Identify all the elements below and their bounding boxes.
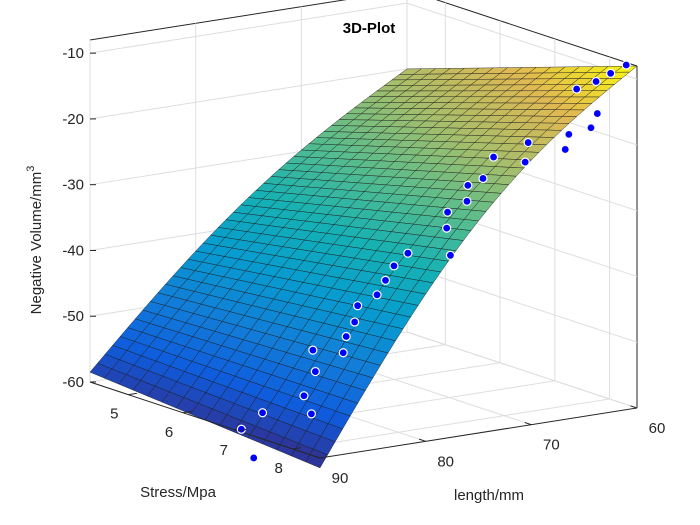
- axis-ticks: -10 -20 -30 -40 -50 -60 5 6 7 8 60 70 80 90: [62, 45, 665, 487]
- z-tick-label: -10: [62, 45, 84, 62]
- z-axis-label-main: Negative Volume/mm: [28, 172, 45, 315]
- z-tick-label: -60: [62, 374, 84, 391]
- scatter-point: [442, 223, 452, 233]
- scatter-point: [621, 60, 631, 70]
- scatter-point: [236, 424, 246, 434]
- scatter-point: [310, 366, 320, 377]
- scatter-point: [372, 290, 382, 300]
- scatter-point: [564, 129, 574, 139]
- x-tick-mark: [128, 392, 137, 396]
- z-tick-label: -50: [62, 308, 84, 325]
- z-tick-label: -30: [62, 177, 84, 194]
- x-tick-mark: [292, 447, 302, 450]
- scatter-point: [606, 68, 616, 78]
- x-tick-mark: [237, 429, 247, 432]
- scatter-point: [478, 173, 488, 184]
- y-tick-label: 90: [332, 470, 349, 487]
- y-tick-mark: [524, 422, 532, 426]
- scatter-point: [341, 331, 351, 342]
- scatter-point: [442, 207, 453, 217]
- scatter-point: [308, 345, 318, 355]
- scatter-point: [591, 76, 601, 87]
- y-tick-mark: [313, 455, 321, 459]
- scatter-point: [572, 84, 582, 94]
- scatter-point: [299, 391, 309, 401]
- scatter-point: [586, 123, 596, 133]
- y-tick-mark: [630, 405, 638, 409]
- scatter-point: [257, 408, 268, 418]
- scatter-point: [353, 301, 363, 311]
- scatter-point: [523, 137, 533, 148]
- scatter-point: [462, 196, 472, 206]
- x-axis-label: Stress/Mpa: [140, 484, 217, 501]
- scatter-point: [249, 453, 259, 463]
- scatter-point: [338, 348, 348, 358]
- scatter-point: [488, 152, 499, 162]
- z-axis-label-superscript: 3: [25, 166, 37, 172]
- z-tick-label: -20: [62, 111, 84, 128]
- chart-title: 3D-Plot: [343, 20, 396, 37]
- y-axis-label: length/mm: [454, 487, 524, 504]
- y-tick-label: 60: [649, 420, 666, 437]
- scatter-point: [560, 144, 570, 155]
- x-tick-label: 6: [165, 424, 173, 441]
- y-tick-mark: [418, 438, 426, 442]
- x-tick-label: 7: [220, 442, 228, 459]
- y-tick-label: 80: [437, 453, 454, 470]
- scatter-markers: [236, 60, 631, 463]
- y-tick-label: 70: [543, 437, 560, 454]
- scatter-point: [380, 275, 391, 285]
- x-tick-mark: [183, 410, 192, 414]
- scatter-point: [350, 317, 360, 327]
- scatter-point: [389, 261, 399, 271]
- x-tick-label: 5: [110, 406, 118, 423]
- scatter-point: [520, 157, 530, 167]
- surface-patch: [305, 448, 328, 469]
- scatter-point: [403, 248, 413, 258]
- z-tick-label: -40: [62, 242, 84, 259]
- scatter-point: [445, 250, 456, 260]
- x-tick-label: 8: [274, 460, 282, 477]
- scatter-point: [463, 180, 473, 190]
- z-axis-label: Negative Volume/mm3: [25, 166, 45, 315]
- scatter-point: [592, 108, 602, 119]
- scatter-point: [306, 409, 317, 419]
- y-axis-line: [319, 407, 638, 459]
